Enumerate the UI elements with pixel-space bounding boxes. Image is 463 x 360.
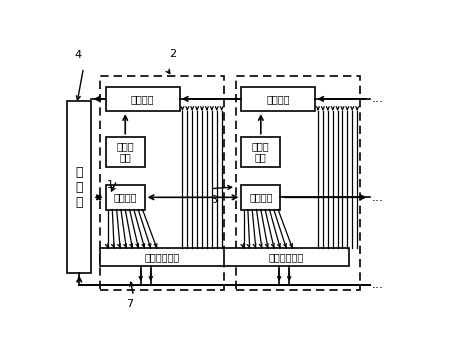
Text: 1: 1	[107, 180, 114, 190]
Text: 回传电路: 回传电路	[266, 94, 289, 104]
Bar	[241, 136, 280, 167]
Text: 3: 3	[210, 195, 217, 205]
Text: ...: ...	[371, 93, 383, 105]
Text: 节地址
电路: 节地址 电路	[251, 141, 269, 162]
Text: 2: 2	[169, 49, 176, 59]
Bar	[236, 76, 359, 291]
Text: 磁传感器阵列: 磁传感器阵列	[269, 252, 303, 262]
Text: 7: 7	[126, 299, 133, 309]
Bar	[241, 185, 280, 210]
Text: 回传电路: 回传电路	[131, 94, 154, 104]
Text: 磁传感器阵列: 磁传感器阵列	[144, 252, 180, 262]
Text: 单
片
机: 单 片 机	[75, 166, 83, 209]
Bar	[241, 87, 314, 111]
Text: ...: ...	[371, 278, 383, 291]
Text: 扫描电路: 扫描电路	[113, 192, 137, 202]
Text: 扫描电路: 扫描电路	[249, 192, 272, 202]
Bar	[100, 76, 224, 291]
Bar	[106, 87, 179, 111]
Bar	[67, 102, 91, 273]
Text: ...: ...	[371, 191, 383, 204]
Text: 节地址
电路: 节地址 电路	[116, 141, 134, 162]
Bar	[106, 136, 144, 167]
Bar	[100, 248, 348, 266]
Bar	[106, 185, 144, 210]
Text: 4: 4	[74, 50, 81, 60]
